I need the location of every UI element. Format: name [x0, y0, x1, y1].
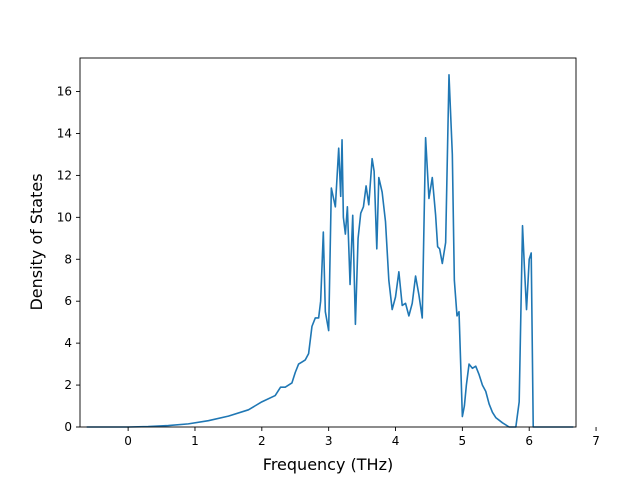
y-tick-label: 10 — [57, 210, 72, 224]
y-axis-title: Density of States — [27, 173, 46, 310]
x-tick-label: 7 — [592, 434, 600, 448]
x-tick-label: 2 — [258, 434, 266, 448]
x-axis-title: Frequency (THz) — [263, 455, 393, 474]
y-tick-label: 14 — [57, 126, 72, 140]
y-axis-ticks: 0 2 4 6 8 10 12 14 16 — [57, 85, 80, 434]
x-tick-label: 5 — [459, 434, 467, 448]
x-axis-ticks: 0 1 2 3 4 5 6 7 — [124, 427, 600, 448]
y-tick-label: 6 — [64, 294, 72, 308]
axes-frame — [79, 57, 577, 428]
y-tick-label: 0 — [64, 420, 72, 434]
y-tick-label: 4 — [64, 336, 72, 350]
x-tick-label: 3 — [325, 434, 333, 448]
y-tick-label: 2 — [64, 378, 72, 392]
x-tick-label: 4 — [392, 434, 400, 448]
y-tick-label: 12 — [57, 168, 72, 182]
series-line-0 — [86, 73, 574, 428]
x-tick-label: 6 — [525, 434, 533, 448]
y-tick-label: 8 — [64, 252, 72, 266]
x-tick-label: 0 — [124, 434, 132, 448]
x-tick-label: 1 — [191, 434, 199, 448]
y-tick-label: 16 — [57, 85, 72, 99]
plot-area — [79, 57, 577, 428]
